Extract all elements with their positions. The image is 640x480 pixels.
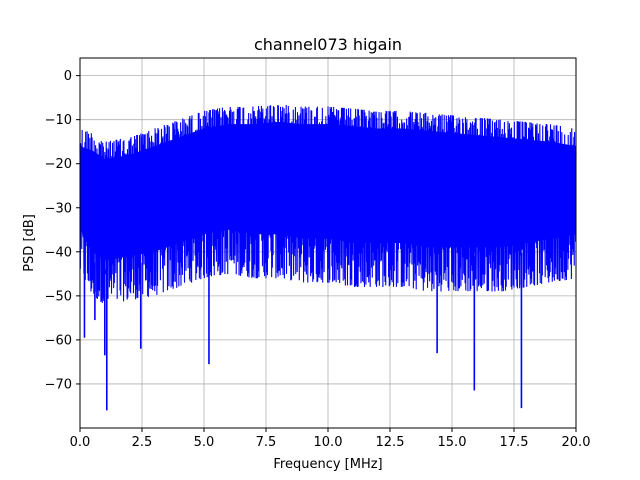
x-tick-label: 10.0 [314, 435, 343, 450]
x-tick-label: 0.0 [70, 435, 91, 450]
chart-title: channel073 higain [254, 35, 402, 54]
y-tick-label: −50 [45, 289, 72, 304]
y-tick-label: −60 [45, 333, 72, 348]
y-tick-label: −20 [45, 157, 72, 172]
x-tick-label: 5.0 [194, 435, 215, 450]
y-tick-label: −70 [45, 377, 72, 392]
x-tick-label: 17.5 [500, 435, 529, 450]
x-tick-label: 20.0 [562, 435, 591, 450]
x-tick-label: 7.5 [256, 435, 277, 450]
x-tick-label: 2.5 [132, 435, 153, 450]
y-tick-label: 0 [64, 69, 72, 84]
x-tick-label: 12.5 [376, 435, 405, 450]
y-tick-label: −10 [45, 113, 72, 128]
psd-core-band [80, 121, 576, 261]
x-axis-ticks: 0.0 2.5 5.0 7.5 10.0 12.5 15.0 17.5 20.0 [70, 428, 591, 450]
y-tick-label: −30 [45, 201, 72, 216]
x-tick-label: 15.0 [438, 435, 467, 450]
y-axis-label: PSD [dB] [22, 214, 37, 272]
y-tick-label: −40 [45, 245, 72, 260]
psd-trace [79, 104, 577, 411]
x-axis-label: Frequency [MHz] [273, 457, 382, 472]
y-axis-ticks: 0 −10 −20 −30 −40 −50 −60 −70 [45, 69, 80, 392]
